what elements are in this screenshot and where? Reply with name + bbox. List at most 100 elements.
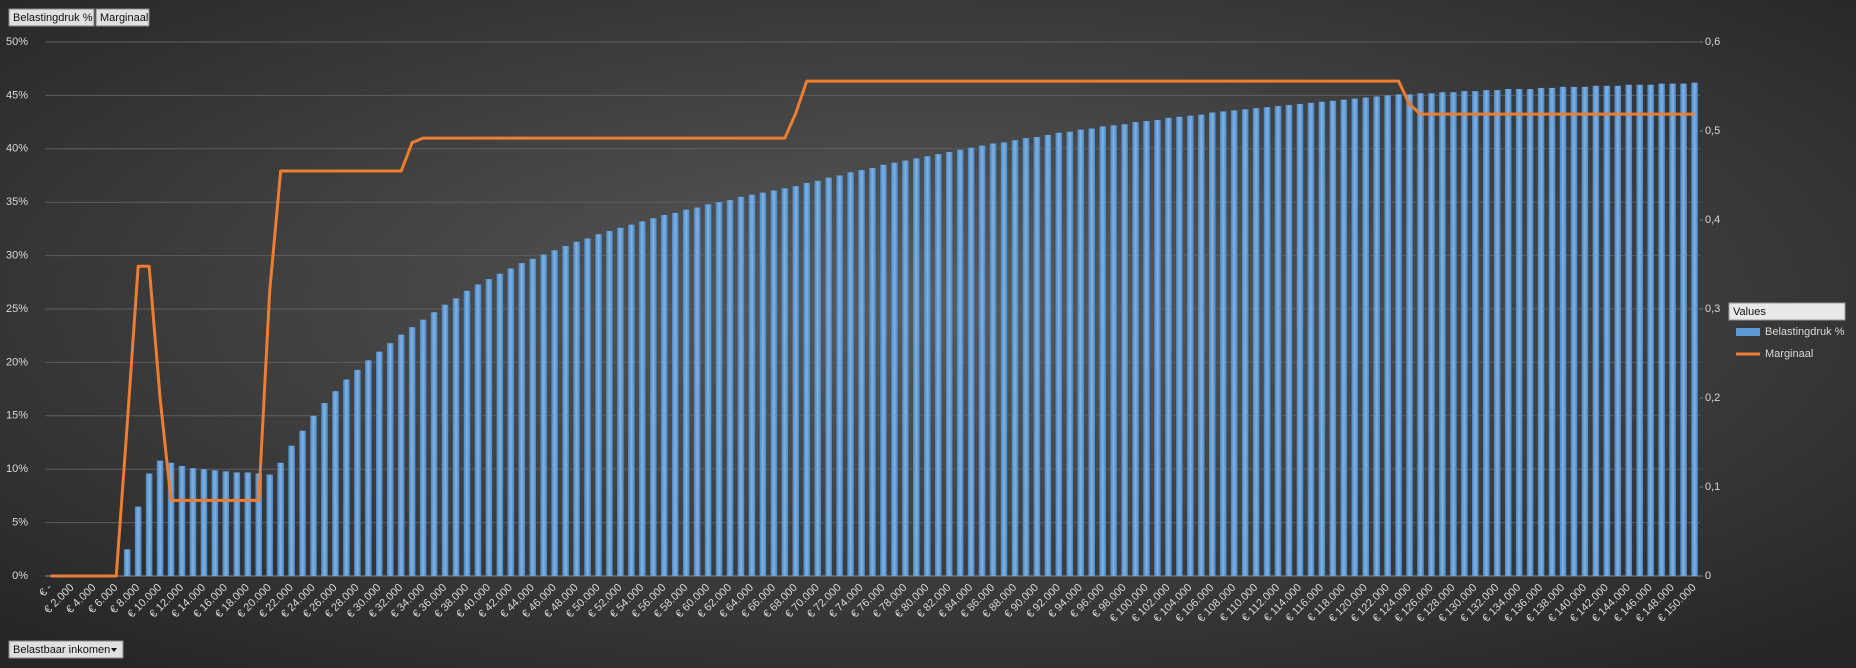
bar (1428, 93, 1435, 576)
bar (178, 465, 186, 576)
bar (1472, 91, 1479, 577)
button-bg (8, 640, 124, 659)
bar (134, 506, 142, 576)
bar (858, 170, 865, 576)
bar (1208, 112, 1216, 576)
legend-label: Belastingdruk % (1765, 326, 1845, 338)
bar (1625, 84, 1633, 576)
bar (1570, 86, 1578, 576)
bar (1504, 88, 1512, 576)
bar (1143, 121, 1150, 577)
bar (1680, 83, 1687, 576)
bar (1417, 93, 1424, 576)
bar (1055, 132, 1063, 576)
bar (1515, 88, 1523, 576)
bar (1351, 98, 1359, 576)
bar (1548, 87, 1556, 576)
bar (1592, 85, 1600, 577)
bar (847, 172, 854, 576)
bar (518, 263, 526, 576)
y-tick-label: 35% (6, 196, 28, 208)
axis-field-button[interactable]: Belastbaar inkomen (8, 640, 124, 659)
bar (343, 379, 350, 576)
bar (1537, 87, 1545, 576)
bar (1263, 107, 1271, 576)
field-button[interactable]: Marginaal (95, 8, 150, 27)
bar (1198, 114, 1205, 577)
bar (1636, 84, 1644, 576)
bar (1614, 85, 1622, 577)
bar (1077, 129, 1085, 577)
bar (1450, 92, 1457, 577)
bar (639, 221, 646, 576)
bar (1176, 116, 1183, 576)
bar (408, 327, 416, 576)
y-tick-label: 15% (6, 410, 28, 422)
y2-tick-label: 0,5 (1705, 125, 1720, 137)
y-tick-label: 50% (6, 36, 28, 48)
bar (1362, 97, 1369, 576)
bar (1230, 110, 1238, 577)
bar (825, 177, 832, 577)
bar (145, 473, 153, 576)
y-tick-label: 40% (6, 143, 28, 155)
bar (1099, 126, 1106, 576)
bar (1329, 100, 1337, 577)
y-tick-label: 10% (6, 463, 28, 475)
bar (441, 304, 449, 576)
y2-tick-label: 0,6 (1705, 36, 1720, 48)
bar (266, 474, 273, 576)
bar (1241, 109, 1249, 576)
bar (1384, 95, 1391, 577)
bar (200, 469, 208, 576)
bar (1187, 115, 1194, 576)
bar (617, 227, 624, 576)
bar (1439, 92, 1446, 577)
bar (156, 460, 164, 576)
bar (1219, 111, 1227, 577)
line (50, 79, 1695, 578)
bar (967, 147, 975, 576)
bar (244, 472, 252, 576)
bar (1406, 94, 1413, 576)
bar (551, 250, 558, 576)
bar (1340, 99, 1348, 576)
bar (924, 156, 931, 576)
bar (386, 343, 394, 576)
y2-tick-label: 0,4 (1705, 214, 1720, 226)
y2-tick-label: 0 (1705, 570, 1711, 582)
bar (1691, 82, 1698, 577)
button-bg (95, 8, 150, 27)
bar (1296, 103, 1304, 576)
field-button[interactable]: Belastingdruk % (8, 8, 95, 27)
bar (1011, 140, 1019, 577)
bar (1110, 125, 1117, 576)
bar (474, 284, 482, 576)
button-label[interactable]: Marginaal (100, 12, 148, 24)
bar (726, 200, 734, 576)
bar (671, 212, 679, 576)
button-label[interactable]: Belastingdruk % (13, 12, 93, 24)
bar (1285, 105, 1293, 577)
bar (584, 238, 591, 576)
bar (463, 290, 471, 576)
bar (1658, 83, 1665, 576)
bar (650, 218, 657, 576)
button-label[interactable]: Belastbaar inkomen (13, 644, 110, 656)
bar (836, 175, 843, 576)
legend: Values Belastingdruk % Marginaal (1728, 302, 1846, 360)
bar (211, 470, 219, 576)
y-tick-label: 30% (6, 250, 28, 262)
bar (1373, 96, 1380, 576)
bar (277, 462, 284, 576)
bar (814, 180, 821, 576)
bar (660, 215, 668, 577)
bar (628, 224, 635, 577)
bar (1318, 101, 1326, 577)
y-tick-label: 5% (12, 517, 28, 529)
bar (1461, 91, 1468, 577)
bar (167, 462, 175, 576)
bar (123, 549, 131, 576)
